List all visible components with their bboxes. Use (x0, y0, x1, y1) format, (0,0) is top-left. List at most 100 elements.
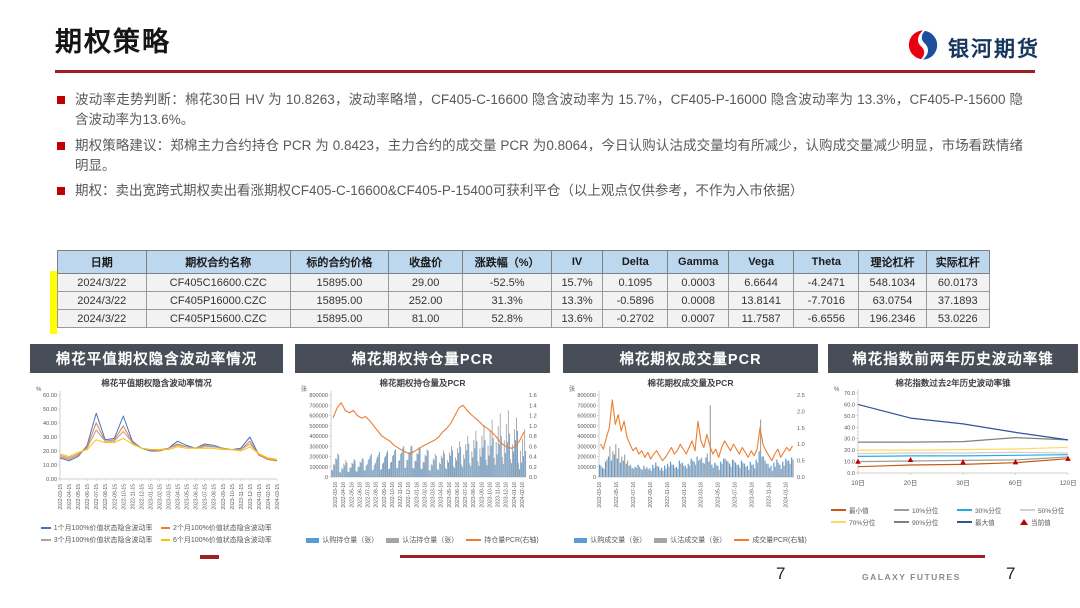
svg-text:%: % (36, 387, 42, 393)
table-cell: 0.0008 (667, 291, 729, 310)
svg-text:200000: 200000 (309, 455, 328, 461)
svg-text:2023-01-15: 2023-01-15 (148, 484, 154, 510)
logo-text: 银河期货 (948, 37, 1040, 61)
svg-text:1.6: 1.6 (529, 393, 537, 399)
svg-text:2023-08-15: 2023-08-15 (212, 484, 218, 510)
chart-implied-vol: 棉花平值期权隐含波动率情况% 0.00 10.00 20.00 30.00 40.00 50… (30, 377, 283, 545)
line-swatch-icon (466, 539, 482, 541)
legend-item: 成交量PCR(右轴) (734, 535, 807, 545)
svg-text:10.0: 10.0 (844, 460, 855, 466)
svg-text:2023-10-16: 2023-10-16 (487, 482, 493, 508)
svg-text:0.0: 0.0 (847, 471, 855, 477)
table-header-cell: 日期 (57, 250, 147, 274)
legend-label: 6个月100%价值状态隐含波动率 (173, 537, 272, 544)
svg-text:2022-03-15: 2022-03-15 (58, 484, 64, 510)
legend-label: 30%分位 (975, 508, 1002, 515)
bullet-item: 期权策略建议：郑棉主力合约持仓 PCR 为 0.8423，主力合约的成交量 PC… (57, 136, 1023, 177)
table-cell: -4.2471 (793, 273, 860, 292)
table-header-cell: 收盘价 (387, 250, 464, 274)
svg-text:2022-03-16: 2022-03-16 (597, 482, 603, 508)
table-header-cell: 标的合约价格 (289, 250, 389, 274)
table-header-cell: IV (550, 250, 604, 274)
table-cell: 13.3% (550, 291, 604, 310)
svg-text:2023-01-16: 2023-01-16 (682, 482, 688, 508)
svg-text:200000: 200000 (577, 455, 596, 461)
legend-item: 当前值 (1020, 517, 1075, 527)
svg-text:2023-09-15: 2023-09-15 (221, 484, 227, 510)
bar-swatch-icon (654, 537, 668, 543)
legend-item: 认购成交量（张） (574, 535, 646, 545)
svg-text:20.0: 20.0 (844, 448, 855, 454)
legend-item: 10%分位 (894, 505, 949, 515)
chart-volume-pcr: 棉花期权成交量及PCR 张 0 100000 200000 300000 400000 500… (563, 377, 818, 545)
svg-text:2023-09-16: 2023-09-16 (479, 482, 485, 508)
svg-text:30.0: 30.0 (844, 437, 855, 443)
legend-item: 1个月100%价值状态隐含波动率 (41, 523, 153, 533)
svg-text:20日: 20日 (904, 479, 918, 487)
legend-label: 成交量PCR(右轴) (752, 537, 807, 544)
svg-text:2022-05-16: 2022-05-16 (349, 482, 355, 508)
svg-text:2023-03-16: 2023-03-16 (431, 482, 437, 508)
table-row: 2024/3/22 CF405P16000.CZC 15895.00 252.00 31… (57, 291, 991, 310)
table-cell: 2024/3/22 (57, 309, 147, 328)
table-cell: 13.6% (550, 309, 604, 328)
table-cell: 11.7587 (727, 309, 795, 328)
svg-text:2023-10-15: 2023-10-15 (230, 484, 236, 510)
svg-text:60日: 60日 (1009, 479, 1023, 487)
bullet-square-icon (57, 187, 65, 195)
table-cell: 13.8141 (727, 291, 795, 310)
svg-text:2022-12-15: 2022-12-15 (139, 484, 145, 510)
bar-swatch-icon (386, 537, 400, 543)
panel-header-oi-pcr: 棉花期权持仓量PCR (295, 344, 550, 373)
table-cell: 37.1893 (925, 291, 991, 310)
legend-label: 持仓量PCR(右轴) (484, 537, 539, 544)
svg-text:60.00: 60.00 (43, 393, 57, 399)
table-header-cell: Delta (602, 250, 669, 274)
bullet-text: 期权：卖出宽跨式期权卖出看涨期权CF405-C-16600&CF405-P-15… (75, 183, 804, 198)
svg-text:2022-12-16: 2022-12-16 (406, 482, 412, 508)
legend-item: 持仓量PCR(右轴) (466, 535, 539, 545)
svg-text:2024-03-15: 2024-03-15 (275, 484, 281, 510)
svg-text:1.0: 1.0 (529, 424, 537, 430)
svg-text:张: 张 (569, 385, 575, 393)
svg-text:2022-11-16: 2022-11-16 (665, 482, 671, 507)
svg-text:2022-07-15: 2022-07-15 (94, 484, 100, 510)
table-cell: CF405P16000.CZC (145, 291, 291, 310)
svg-text:2022-09-16: 2022-09-16 (382, 482, 388, 508)
legend-label: 最小值 (849, 508, 869, 515)
svg-text:2023-05-15: 2023-05-15 (185, 484, 191, 510)
svg-text:棉花期权持仓量及PCR: 棉花期权持仓量及PCR (380, 378, 466, 388)
bullet-text: 波动率走势判断：棉花30日 HV 为 10.8263，波动率略增，CF405-C… (75, 92, 1023, 128)
table-cell: 2024/3/22 (57, 273, 147, 292)
table-cell: 548.1034 (858, 273, 927, 292)
svg-text:2023-11-16: 2023-11-16 (496, 482, 502, 507)
tri-swatch-icon (1020, 519, 1028, 525)
table-cell: 0.1095 (602, 273, 669, 292)
table-header-cell: 理论杠杆 (858, 250, 927, 274)
svg-text:0.0: 0.0 (797, 475, 805, 481)
company-logo: 银河期货 (906, 28, 1040, 67)
table-cell: -7.7016 (793, 291, 860, 310)
svg-text:2024-02-15: 2024-02-15 (266, 484, 272, 510)
table-header-cell: Theta (793, 250, 860, 274)
legend-label: 90%分位 (912, 520, 939, 527)
bullet-square-icon (57, 96, 65, 104)
table-cell: -6.6556 (793, 309, 860, 328)
svg-text:2023-03-16: 2023-03-16 (699, 482, 705, 508)
legend-item: 认沽成交量（张） (654, 535, 726, 545)
table-cell: -0.2702 (602, 309, 669, 328)
svg-text:20.00: 20.00 (43, 449, 57, 455)
svg-text:10日: 10日 (851, 479, 865, 487)
svg-text:棉花平值期权隐含波动率情况: 棉花平值期权隐含波动率情况 (101, 378, 212, 388)
svg-text:100000: 100000 (309, 465, 328, 471)
svg-text:40.0: 40.0 (844, 425, 855, 431)
table-header-cell: 期权合约名称 (145, 250, 291, 274)
bar-swatch-icon (306, 537, 320, 543)
svg-text:2023-01-16: 2023-01-16 (414, 482, 420, 508)
svg-text:2023-07-16: 2023-07-16 (733, 482, 739, 508)
table-cell: 0.0007 (667, 309, 729, 328)
svg-text:2023-04-15: 2023-04-15 (176, 484, 182, 510)
svg-text:0.2: 0.2 (529, 465, 537, 471)
svg-text:2.0: 2.0 (797, 409, 805, 415)
svg-text:2022-11-16: 2022-11-16 (398, 482, 404, 507)
